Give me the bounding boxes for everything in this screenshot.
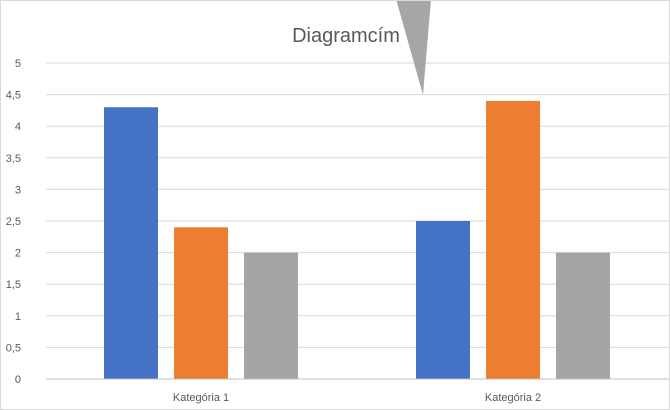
callout-pointer-shape[interactable]	[396, 1, 431, 95]
y-tick-label: 1,5	[6, 279, 21, 291]
y-tick-label: 0	[15, 374, 21, 386]
y-tick-label: 5	[15, 58, 21, 70]
y-tick-label: 2,5	[6, 216, 21, 228]
bar-series-1-category-1[interactable]	[104, 107, 158, 380]
bar-series-3-category-2[interactable]	[556, 252, 610, 379]
y-axis-ticks: 0 0,5 1 1,5 2 2,5 3 3,5 4 4,5 5	[6, 58, 21, 386]
bars	[104, 100, 610, 380]
y-tick-label: 4	[15, 121, 21, 133]
bar-series-3-category-1[interactable]	[244, 252, 298, 379]
y-tick-label: 3,5	[6, 153, 21, 165]
bar-series-2-category-2[interactable]	[486, 100, 540, 380]
y-tick-label: 1	[15, 311, 21, 323]
bar-series-2-category-1[interactable]	[174, 227, 228, 379]
y-tick-label: 2	[15, 248, 21, 260]
x-category-label: Kategória 2	[485, 392, 541, 404]
x-axis-categories: Kategória 1 Kategória 2	[173, 392, 541, 404]
y-tick-label: 0,5	[6, 342, 21, 354]
chart-title[interactable]: Diagramcím	[292, 25, 400, 47]
x-category-label: Kategória 1	[173, 392, 229, 404]
bar-series-1-category-2[interactable]	[416, 221, 470, 379]
y-tick-label: 4,5	[6, 90, 21, 102]
y-tick-label: 3	[15, 184, 21, 196]
